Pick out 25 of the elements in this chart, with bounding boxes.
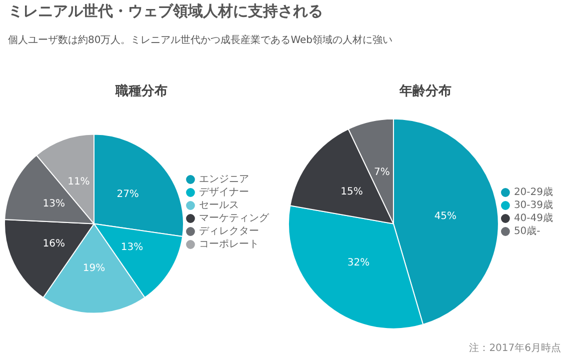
- legend-label: コーポレート: [199, 239, 259, 250]
- data-label: 11%: [68, 176, 90, 188]
- data-label: 13%: [42, 198, 66, 210]
- data-label: 15%: [340, 186, 363, 198]
- data-label: 45%: [434, 210, 457, 222]
- text: ミレニアル世代・ウェブ領域人材に支持される: [8, 2, 324, 21]
- data-label: 16%: [42, 238, 66, 250]
- legend-label: エンジニア: [199, 174, 249, 186]
- legend-label: 20-29歳: [514, 186, 554, 198]
- chart-title: 職種分布: [114, 83, 168, 100]
- data-label: 13%: [120, 242, 144, 253]
- legend-label: 50歳-: [514, 225, 541, 238]
- data-label: 7%: [374, 167, 390, 178]
- legend-label: デザイナー: [199, 187, 249, 198]
- data-label: 19%: [82, 263, 106, 274]
- data-label: 32%: [347, 258, 370, 269]
- data-label: 27%: [116, 189, 139, 200]
- legend-label: 40-49歳: [514, 212, 554, 224]
- text: 注：2017年6月時点: [469, 342, 561, 355]
- legend-label: ディレクター: [199, 226, 259, 238]
- legend-label: 30-39歳: [514, 199, 554, 212]
- legend-label: セールス: [199, 200, 239, 212]
- text: 個人ユーザ数は約80万人。ミレニアル世代かつ成長産業であるWeb領域の人材に強い: [8, 34, 393, 47]
- legend-label: マーケティング: [199, 213, 270, 224]
- chart-title: 年齢分布: [398, 84, 452, 100]
